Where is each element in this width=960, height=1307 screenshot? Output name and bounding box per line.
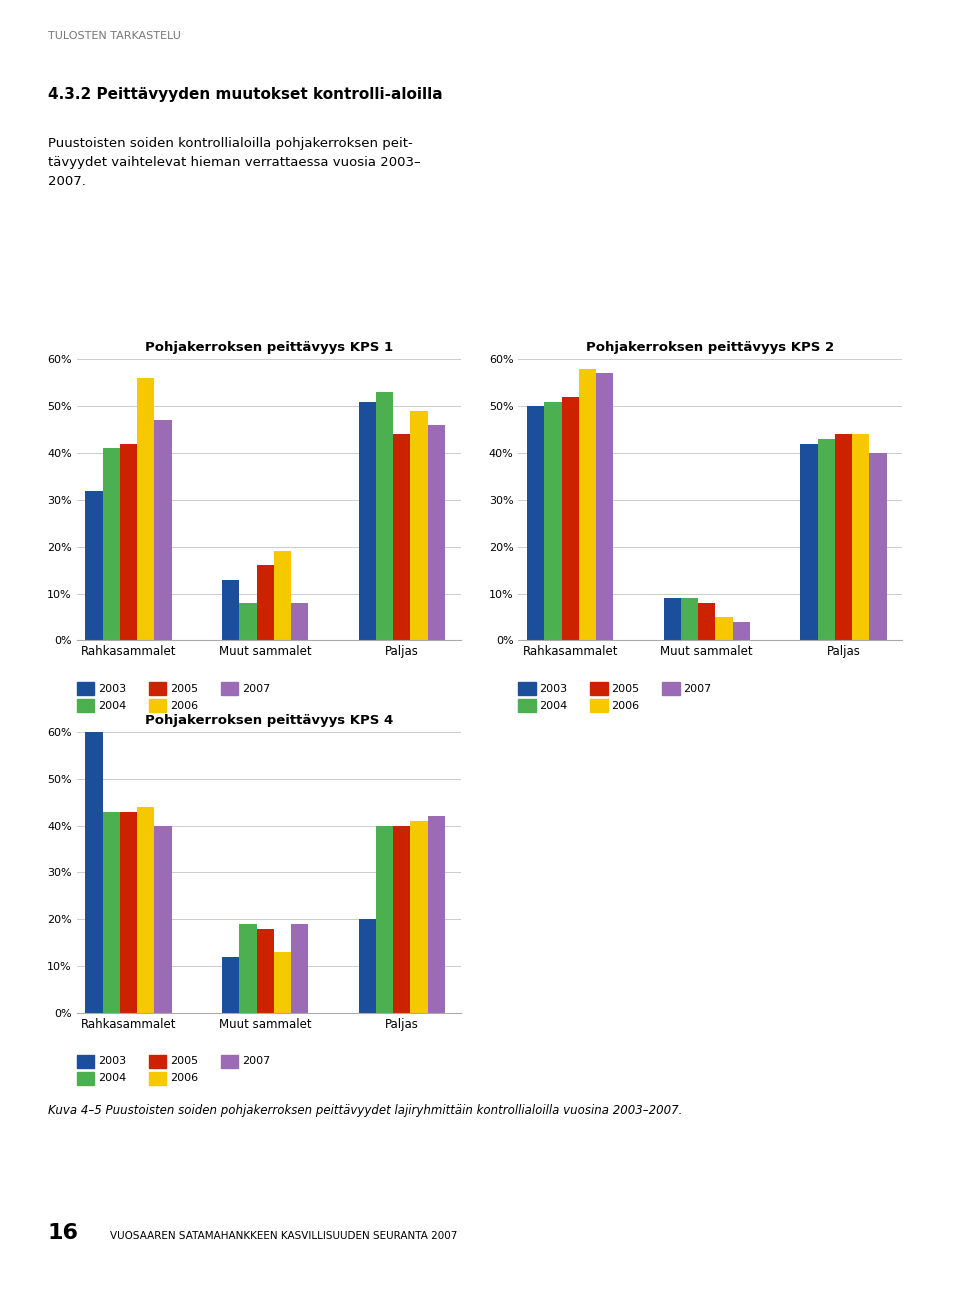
Bar — [155, 421, 172, 640]
Bar — [85, 490, 103, 640]
Text: 2007: 2007 — [242, 684, 270, 694]
Bar — [85, 732, 103, 1013]
Bar — [428, 816, 445, 1013]
Bar — [222, 957, 239, 1013]
Bar — [732, 622, 750, 640]
Bar — [544, 401, 562, 640]
Bar — [239, 603, 256, 640]
Bar — [801, 444, 818, 640]
Text: 2007: 2007 — [684, 684, 711, 694]
Bar — [137, 378, 155, 640]
Bar — [579, 369, 596, 640]
Text: 2005: 2005 — [170, 1056, 198, 1067]
Text: 2005: 2005 — [170, 684, 198, 694]
Text: 2004: 2004 — [98, 1073, 126, 1084]
Bar — [527, 406, 544, 640]
Bar — [411, 410, 428, 640]
Text: 2007: 2007 — [242, 1056, 270, 1067]
Bar — [428, 425, 445, 640]
Bar — [274, 951, 291, 1013]
Title: Pohjakerroksen peittävyys KPS 1: Pohjakerroksen peittävyys KPS 1 — [145, 341, 393, 354]
Bar — [394, 434, 411, 640]
Text: 2004: 2004 — [540, 701, 567, 711]
Text: VUOSAAREN SATAMAHANKKEEN KASVILLISUUDEN SEURANTA 2007: VUOSAAREN SATAMAHANKKEEN KASVILLISUUDEN … — [110, 1231, 458, 1242]
Text: 2003: 2003 — [98, 684, 126, 694]
Bar — [291, 603, 308, 640]
Text: 2004: 2004 — [98, 701, 126, 711]
Bar — [359, 919, 376, 1013]
Bar — [394, 826, 411, 1013]
Bar — [256, 928, 274, 1013]
Bar — [562, 397, 579, 640]
Bar — [852, 434, 870, 640]
Bar — [155, 826, 172, 1013]
Bar — [274, 552, 291, 640]
Bar — [715, 617, 732, 640]
Bar — [137, 806, 155, 1013]
Bar — [835, 434, 852, 640]
Bar — [120, 444, 137, 640]
Bar — [103, 812, 120, 1013]
Text: Kuva 4–5 Puustoisten soiden pohjakerroksen peittävyydet lajiryhmittäin kontrolli: Kuva 4–5 Puustoisten soiden pohjakerroks… — [48, 1103, 683, 1116]
Text: 2006: 2006 — [170, 1073, 198, 1084]
Bar — [359, 401, 376, 640]
Bar — [376, 392, 394, 640]
Title: Pohjakerroksen peittävyys KPS 4: Pohjakerroksen peittävyys KPS 4 — [145, 714, 393, 727]
Bar — [870, 454, 887, 640]
Text: 2006: 2006 — [170, 701, 198, 711]
Text: 2005: 2005 — [612, 684, 639, 694]
Text: 2006: 2006 — [612, 701, 639, 711]
Bar — [596, 374, 613, 640]
Text: TULOSTEN TARKASTELU: TULOSTEN TARKASTELU — [48, 31, 180, 42]
Text: 16: 16 — [48, 1223, 79, 1243]
Bar — [103, 448, 120, 640]
Bar — [120, 812, 137, 1013]
Title: Pohjakerroksen peittävyys KPS 2: Pohjakerroksen peittävyys KPS 2 — [587, 341, 834, 354]
Bar — [698, 603, 715, 640]
Bar — [256, 566, 274, 640]
Bar — [222, 579, 239, 640]
Bar — [376, 826, 394, 1013]
Bar — [291, 924, 308, 1013]
Bar — [818, 439, 835, 640]
Text: 2003: 2003 — [540, 684, 567, 694]
Text: Puustoisten soiden kontrollialoilla pohjakerroksen peit-
tävyydet vaihtelevat hi: Puustoisten soiden kontrollialoilla pohj… — [48, 137, 420, 188]
Bar — [411, 821, 428, 1013]
Bar — [239, 924, 256, 1013]
Bar — [681, 599, 698, 640]
Bar — [663, 599, 681, 640]
Text: 4.3.2 Peittävyyden muutokset kontrolli-aloilla: 4.3.2 Peittävyyden muutokset kontrolli-a… — [48, 88, 443, 102]
Text: 2003: 2003 — [98, 1056, 126, 1067]
